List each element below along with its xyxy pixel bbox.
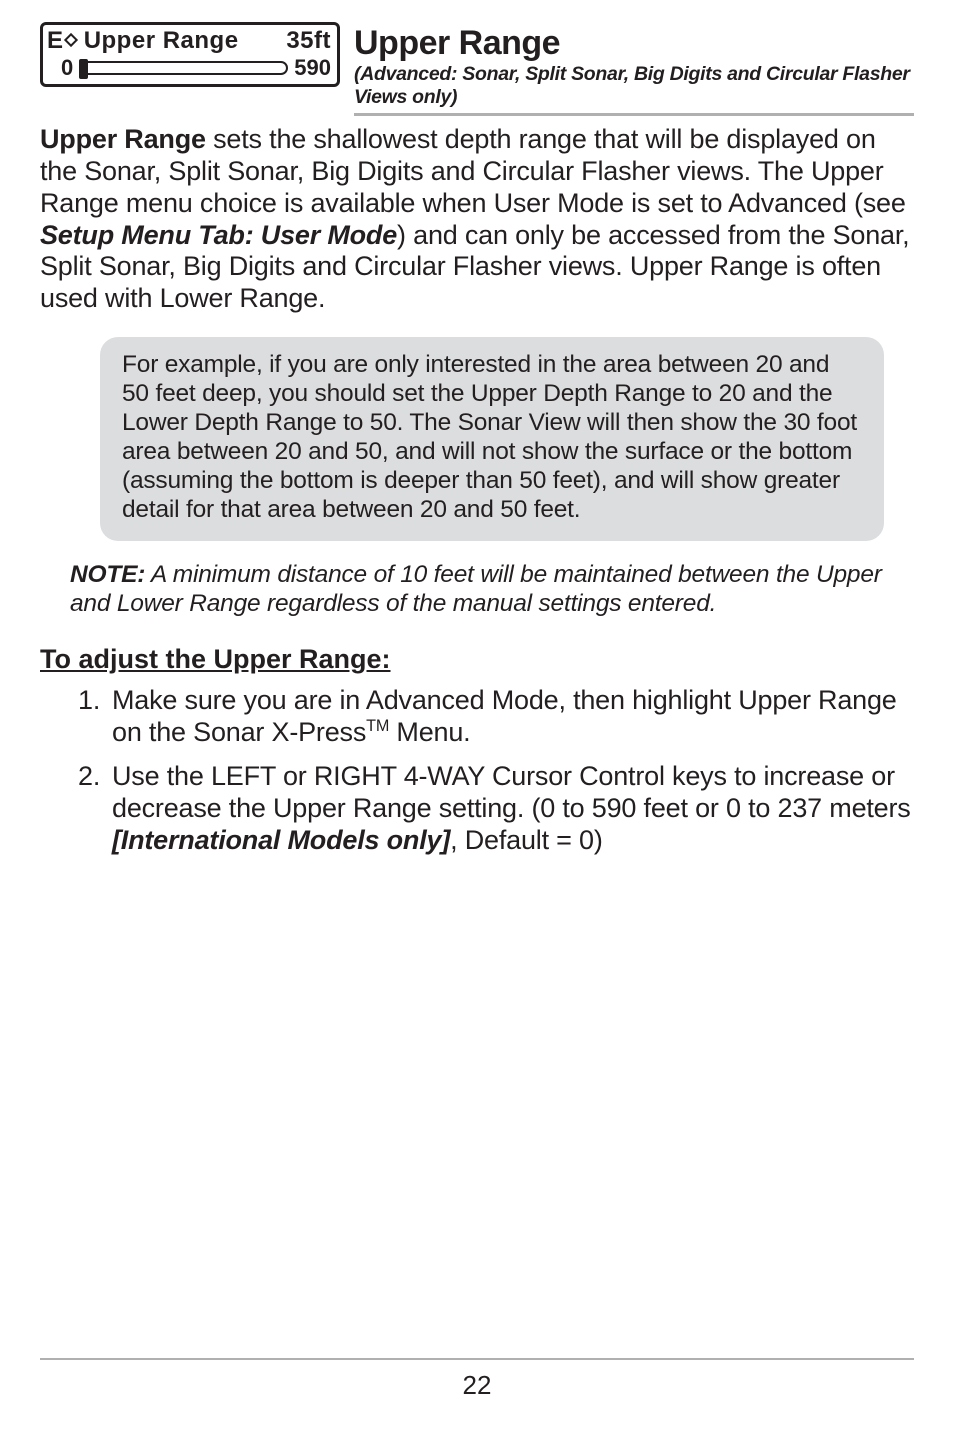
section-title: Upper Range [354,24,914,63]
page-footer: 22 [40,1358,914,1401]
section-subtitle: (Advanced: Sonar, Split Sonar, Big Digit… [354,63,914,116]
example-callout: For example, if you are only interested … [100,337,884,540]
page-number: 22 [463,1370,492,1400]
widget-max: 590 [294,55,331,81]
widget-value: 35ft [286,27,331,55]
intro-paragraph: Upper Range sets the shallowest depth ra… [40,124,914,315]
steps-list: Make sure you are in Advanced Mode, then… [40,685,914,856]
widget-slider[interactable] [79,61,288,75]
note-paragraph: NOTE: A minimum distance of 10 feet will… [70,561,910,619]
step-1: Make sure you are in Advanced Mode, then… [78,685,914,749]
steps-heading: To adjust the Upper Range: [40,644,914,675]
upper-range-widget: E Upper Range 35ft 0 590 [40,22,340,87]
widget-min: 0 [61,55,73,81]
header-row: E Upper Range 35ft 0 590 Upper Range (Ad… [40,22,914,116]
step-2: Use the LEFT or RIGHT 4-WAY Cursor Contr… [78,761,914,857]
widget-label: E Upper Range [47,27,239,55]
